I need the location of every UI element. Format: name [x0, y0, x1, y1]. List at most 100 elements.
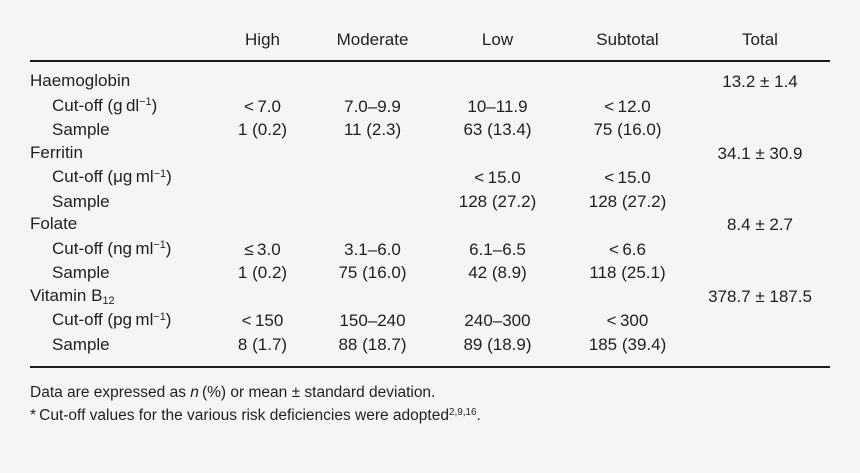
cell-moderate: 11 (2.3): [343, 120, 402, 139]
column-header-low: Low: [481, 30, 514, 49]
table-header: High Moderate Low Subtotal Total: [30, 30, 830, 61]
cell-empty: [565, 213, 690, 238]
section-row-vitamin-b12: Vitamin B12 378.7 ± 187.5: [30, 285, 830, 310]
cell-low: 240–300: [464, 311, 531, 330]
header-row: High Moderate Low Subtotal Total: [30, 30, 830, 61]
reference-superscript: 2,9,16: [448, 407, 477, 419]
section-row-haemoglobin: Haemoglobin 13.2 ± 1.4: [30, 61, 830, 95]
cell-empty: [690, 262, 830, 285]
cell-total: 378.7 ± 187.5: [708, 286, 812, 306]
cell-high: 8 (1.7): [237, 334, 288, 354]
subscript: 12: [102, 294, 115, 307]
superscript-exponent: −1: [139, 96, 152, 109]
sample-row-ferritin: Sample 128 (27.2) 128 (27.2): [30, 191, 830, 214]
cell-empty: [430, 213, 565, 238]
cutoff-label: Cut-off (g dl−1): [52, 95, 158, 115]
cell-high: 1 (0.2): [237, 120, 288, 139]
analyte-name: Vitamin B12: [30, 285, 115, 307]
cell-empty: [430, 61, 565, 95]
cell-moderate: 150–240: [339, 311, 406, 330]
asterisk-marker: *: [30, 407, 40, 424]
cell-low: 42 (8.9): [468, 263, 527, 282]
section-row-folate: Folate 8.4 ± 2.7: [30, 213, 830, 238]
cell-empty: [565, 61, 690, 95]
cell-empty: [690, 95, 830, 120]
section-row-ferritin: Ferritin 34.1 ± 30.9: [30, 142, 830, 167]
analyte-name: Ferritin: [30, 142, 83, 162]
cell-empty: [210, 285, 315, 310]
sample-row-vitamin-b12: Sample 8 (1.7) 88 (18.7) 89 (18.9) 185 (…: [30, 334, 830, 368]
cell-empty: [690, 309, 830, 334]
table-body: Haemoglobin 13.2 ± 1.4 Cut-off (g dl−1) …: [30, 61, 830, 367]
cell-empty: [430, 285, 565, 310]
deficiency-risk-table: High Moderate Low Subtotal Total Haemogl…: [30, 30, 830, 368]
cell-moderate: [315, 166, 430, 191]
cell-moderate: 88 (18.7): [338, 334, 407, 354]
cell-high: < 150: [241, 311, 284, 330]
cell-total: 34.1 ± 30.9: [717, 143, 803, 163]
cell-empty: [690, 166, 830, 191]
cell-empty: [315, 142, 430, 167]
analyte-name: Haemoglobin: [30, 71, 131, 90]
sample-label: Sample: [52, 191, 110, 211]
cell-empty: [565, 285, 690, 310]
cell-subtotal: < 15.0: [604, 168, 651, 187]
analyte-name: Folate: [30, 214, 78, 233]
superscript-exponent: −1: [153, 239, 166, 252]
cell-high: [210, 191, 315, 214]
sample-label: Sample: [52, 120, 110, 139]
cell-subtotal: < 300: [606, 311, 649, 330]
cell-empty: [315, 285, 430, 310]
cell-total: 13.2 ± 1.4: [722, 72, 798, 91]
cutoff-row-vitamin-b12: Cut-off (pg ml−1) < 150 150–240 240–300 …: [30, 309, 830, 334]
cell-empty: [690, 191, 830, 214]
cutoff-label: Cut-off (μg ml−1): [52, 167, 172, 186]
cell-low: < 15.0: [474, 168, 521, 187]
sample-label: Sample: [52, 263, 110, 282]
cell-moderate: 75 (16.0): [338, 263, 407, 282]
superscript-exponent: −1: [153, 310, 166, 323]
cell-empty: [210, 142, 315, 167]
footnote-cutoff-sources: * Cut-off values for the various risk de…: [30, 407, 481, 424]
cutoff-label: Cut-off (pg ml−1): [52, 310, 172, 329]
superscript-exponent: −1: [153, 167, 167, 180]
table-footnotes: Data are expressed as n (%) or mean ± st…: [30, 381, 830, 429]
sample-row-haemoglobin: Sample 1 (0.2) 11 (2.3) 63 (13.4) 75 (16…: [30, 119, 830, 142]
cutoff-row-haemoglobin: Cut-off (g dl−1) < 7.0 7.0–9.9 10–11.9 <…: [30, 95, 830, 120]
cell-empty: [430, 142, 565, 167]
sample-label: Sample: [52, 334, 110, 354]
cell-empty: [690, 119, 830, 142]
cell-empty: [690, 334, 830, 368]
cutoff-row-ferritin: Cut-off (μg ml−1) < 15.0 < 15.0: [30, 166, 830, 191]
cutoff-row-folate: Cut-off (ng ml−1) ≤ 3.0 3.1–6.0 6.1–6.5 …: [30, 238, 830, 263]
sample-row-folate: Sample 1 (0.2) 75 (16.0) 42 (8.9) 118 (2…: [30, 262, 830, 285]
cell-subtotal: 128 (27.2): [588, 191, 667, 211]
cell-low: 128 (27.2): [458, 191, 537, 211]
cell-total: 8.4 ± 2.7: [726, 215, 794, 234]
cell-subtotal: 118 (25.1): [589, 263, 666, 282]
cell-empty: [315, 61, 430, 95]
cell-high: [210, 166, 315, 191]
cell-subtotal: < 6.6: [609, 239, 646, 259]
cell-low: 6.1–6.5: [469, 239, 526, 259]
italic-n: n: [190, 384, 199, 401]
cell-empty: [315, 213, 430, 238]
column-header-empty: [30, 30, 210, 61]
column-header-moderate: Moderate: [336, 30, 409, 49]
cell-empty: [690, 238, 830, 263]
column-header-subtotal: Subtotal: [596, 30, 659, 49]
cell-low: 89 (18.9): [463, 334, 532, 354]
cell-subtotal: < 12.0: [604, 96, 651, 116]
cell-empty: [565, 142, 690, 167]
cell-subtotal: 185 (39.4): [588, 334, 667, 354]
cell-moderate: [315, 191, 430, 214]
column-header-high: High: [245, 30, 280, 49]
cutoff-label: Cut-off (ng ml−1): [52, 238, 172, 258]
cell-moderate: 7.0–9.9: [344, 96, 401, 116]
cell-high: 1 (0.2): [237, 263, 288, 282]
cell-empty: [210, 213, 315, 238]
cell-empty: [210, 61, 315, 95]
cell-moderate: 3.1–6.0: [344, 239, 401, 259]
cell-low: 10–11.9: [467, 96, 528, 116]
cell-high: < 7.0: [244, 96, 281, 116]
